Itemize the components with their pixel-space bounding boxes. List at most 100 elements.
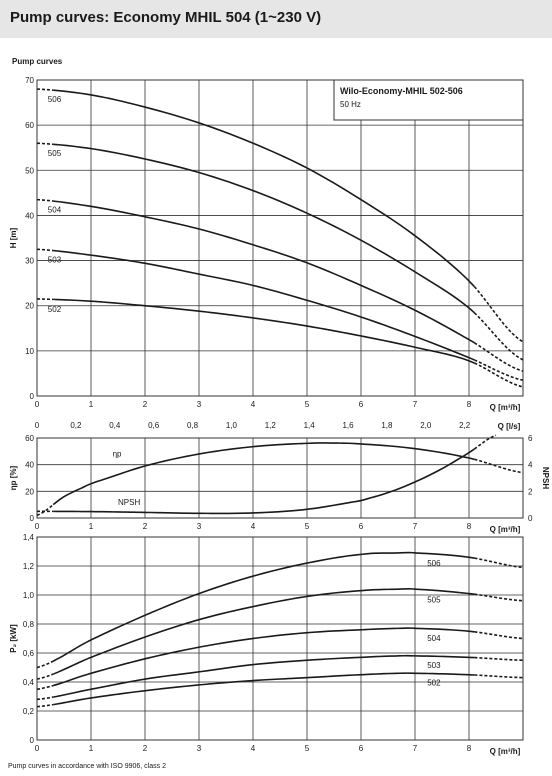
y-tick-label: 0,6 <box>23 649 35 658</box>
x-axis-label: Q [m³/h] <box>490 403 521 412</box>
y-tick-label: 20 <box>25 487 34 496</box>
y-tick-label: 0 <box>30 514 35 523</box>
curve-label-506: 506 <box>427 559 441 568</box>
x-tick-label: 4 <box>251 744 256 753</box>
x-tick-label: 8 <box>467 400 472 409</box>
x-tick-label: 7 <box>413 744 418 753</box>
curve-505-dashed-end <box>474 593 524 602</box>
y2-tick-label: 6 <box>528 434 533 443</box>
x-tick-label: 1 <box>89 744 94 753</box>
y2-tick-label: 2 <box>528 487 533 496</box>
plot-frame-1 <box>36 79 524 397</box>
curve-label-503: 503 <box>427 661 441 670</box>
x-tick-label: 2 <box>143 522 148 531</box>
legend-box <box>333 79 524 121</box>
y-tick-label: 10 <box>25 347 34 356</box>
curve-505-dashed-end <box>473 312 524 361</box>
curve-label-503: 503 <box>48 255 62 264</box>
page-header: Pump curves: Economy MHIL 504 (1~230 V) <box>0 0 552 38</box>
x2-tick-label: 0,2 <box>70 421 82 430</box>
x2-tick-label: 2,0 <box>420 421 432 430</box>
curve-503-dashed-start <box>36 696 54 701</box>
curve-label-505: 505 <box>427 595 441 604</box>
x-tick-label: 0 <box>35 744 40 753</box>
y-tick-label: 0,2 <box>23 707 35 716</box>
x-tick-label: 5 <box>305 744 310 753</box>
y-axis-label: ηp [%] <box>9 465 18 490</box>
curve-506 <box>53 89 475 288</box>
x-tick-label: 4 <box>251 522 256 531</box>
y-axis-label: P₂ [kW] <box>9 624 18 653</box>
curve-503-dashed-end <box>474 656 524 662</box>
curve-502 <box>53 672 475 706</box>
y-tick-label: 1,0 <box>23 591 35 600</box>
x2-tick-label: 2,2 <box>459 421 471 430</box>
x2-axis-label: Q [l/s] <box>498 422 521 431</box>
x-tick-label: 7 <box>413 400 418 409</box>
x-tick-label: 5 <box>305 522 310 531</box>
y-tick-label: 1,4 <box>23 533 35 542</box>
curve-504-dashed-start <box>36 684 54 691</box>
curve-label-504: 504 <box>48 206 62 215</box>
y-tick-label: 40 <box>25 211 34 220</box>
x-tick-label: 1 <box>89 400 94 409</box>
x2-tick-label: 1,4 <box>304 421 316 430</box>
curve-504-dashed-start <box>36 198 54 202</box>
curve-503-dashed-start <box>36 248 54 252</box>
curve-504-dashed-end <box>473 342 524 372</box>
x2-tick-label: 0,4 <box>109 421 121 430</box>
x2-tick-label: 1,2 <box>265 421 277 430</box>
curve-505 <box>52 588 475 675</box>
page-title: Pump curves: Economy MHIL 504 (1~230 V) <box>10 9 322 26</box>
y-tick-label: 60 <box>25 121 34 130</box>
x2-tick-label: 1,6 <box>342 421 354 430</box>
legend-subtitle: 50 Hz <box>340 100 361 109</box>
curve-502-dashed-start <box>36 703 54 708</box>
y-tick-label: 40 <box>25 461 34 470</box>
y-tick-label: 1,2 <box>23 562 35 571</box>
curve-506-dashed-start <box>36 660 54 669</box>
y-tick-label: 0 <box>30 392 35 401</box>
y-tick-label: 20 <box>25 302 34 311</box>
x-tick-label: 2 <box>143 744 148 753</box>
x2-tick-label: 0,8 <box>187 421 199 430</box>
x2-tick-label: 1,0 <box>226 421 238 430</box>
curve-label-506: 506 <box>48 95 62 104</box>
curve-506-dashed-end <box>474 557 524 569</box>
x-tick-label: 6 <box>359 744 364 753</box>
footnote: Pump curves in accordance with ISO 9906,… <box>8 763 166 770</box>
y-tick-label: 30 <box>25 257 34 266</box>
x-tick-label: 4 <box>251 400 256 409</box>
x-tick-label: 5 <box>305 400 310 409</box>
curve-505-dashed-start <box>36 142 54 146</box>
curve-505 <box>53 143 475 314</box>
x-tick-label: 8 <box>467 744 472 753</box>
legend-title: Wilo-Economy-MHIL 502-506 <box>340 86 463 96</box>
y-tick-label: 0 <box>30 736 35 745</box>
section-label: Pump curves <box>12 57 63 66</box>
y-tick-label: 50 <box>25 166 34 175</box>
x-tick-label: 2 <box>143 400 148 409</box>
x-tick-label: 7 <box>413 522 418 531</box>
plot-frame-3 <box>36 536 524 741</box>
curve-502-dashed-end <box>474 674 524 679</box>
x-tick-label: 0 <box>35 400 40 409</box>
y-tick-label: 60 <box>25 434 34 443</box>
x-tick-label: 8 <box>467 522 472 531</box>
curve-label-eta: ηp <box>113 450 122 459</box>
y2-axis-label: NPSH <box>541 467 550 489</box>
curve-502 <box>53 298 475 364</box>
curve-503-dashed-end <box>474 359 524 381</box>
curve-506-dashed-start <box>36 88 54 91</box>
x-axis-label: Q [m³/h] <box>490 747 521 756</box>
x-tick-label: 6 <box>359 400 364 409</box>
curve-503 <box>53 249 475 361</box>
y2-tick-label: 0 <box>528 514 533 523</box>
curve-label-npsh: NPSH <box>118 498 140 507</box>
curve-504-dashed-end <box>474 631 524 640</box>
curve-label-505: 505 <box>48 149 62 158</box>
y-axis-label: H [m] <box>9 227 18 248</box>
y-tick-label: 0,4 <box>23 678 35 687</box>
curve-506-dashed-end <box>473 286 524 343</box>
